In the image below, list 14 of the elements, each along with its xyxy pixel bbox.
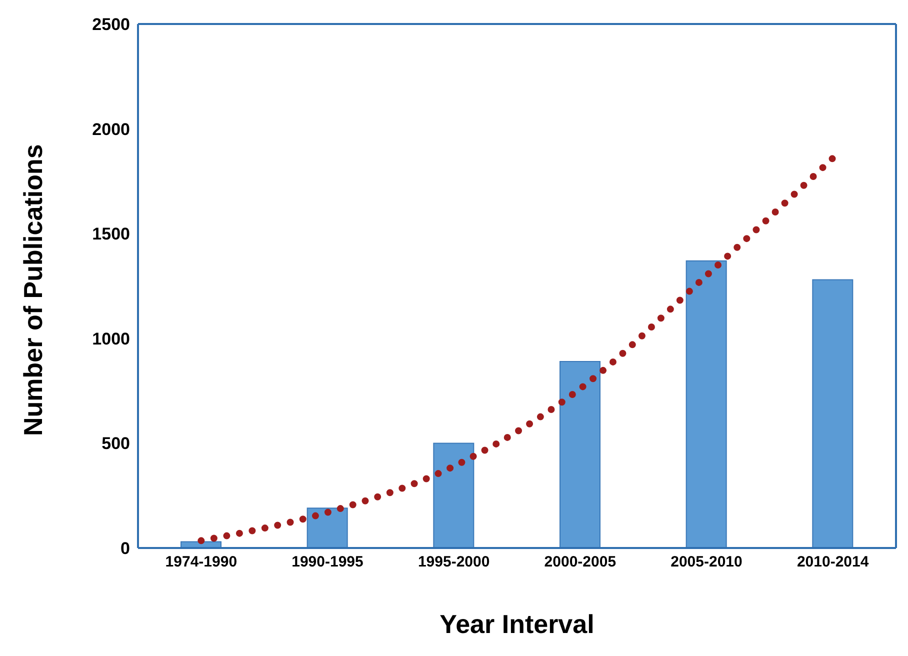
x-axis-title: Year Interval [440,609,594,639]
x-tick-label: 1974-1990 [165,554,238,571]
x-tick-label: 1995-2000 [418,554,490,571]
x-tick-label: 1990-1995 [292,554,364,571]
x-tick-label: 2010-2014 [796,554,870,571]
x-tick-label: 2000-2005 [544,554,616,571]
y-tick-label: 2000 [92,120,130,139]
y-tick-label: 1500 [92,224,130,244]
y-axis-title: Number of Publications [18,144,48,436]
y-tick-label: 1000 [92,329,130,348]
x-tick-label: 2005-2010 [670,554,742,571]
y-tick-label: 500 [102,434,130,454]
y-tick-label: 2500 [92,15,130,34]
y-tick-label: 0 [120,539,130,558]
